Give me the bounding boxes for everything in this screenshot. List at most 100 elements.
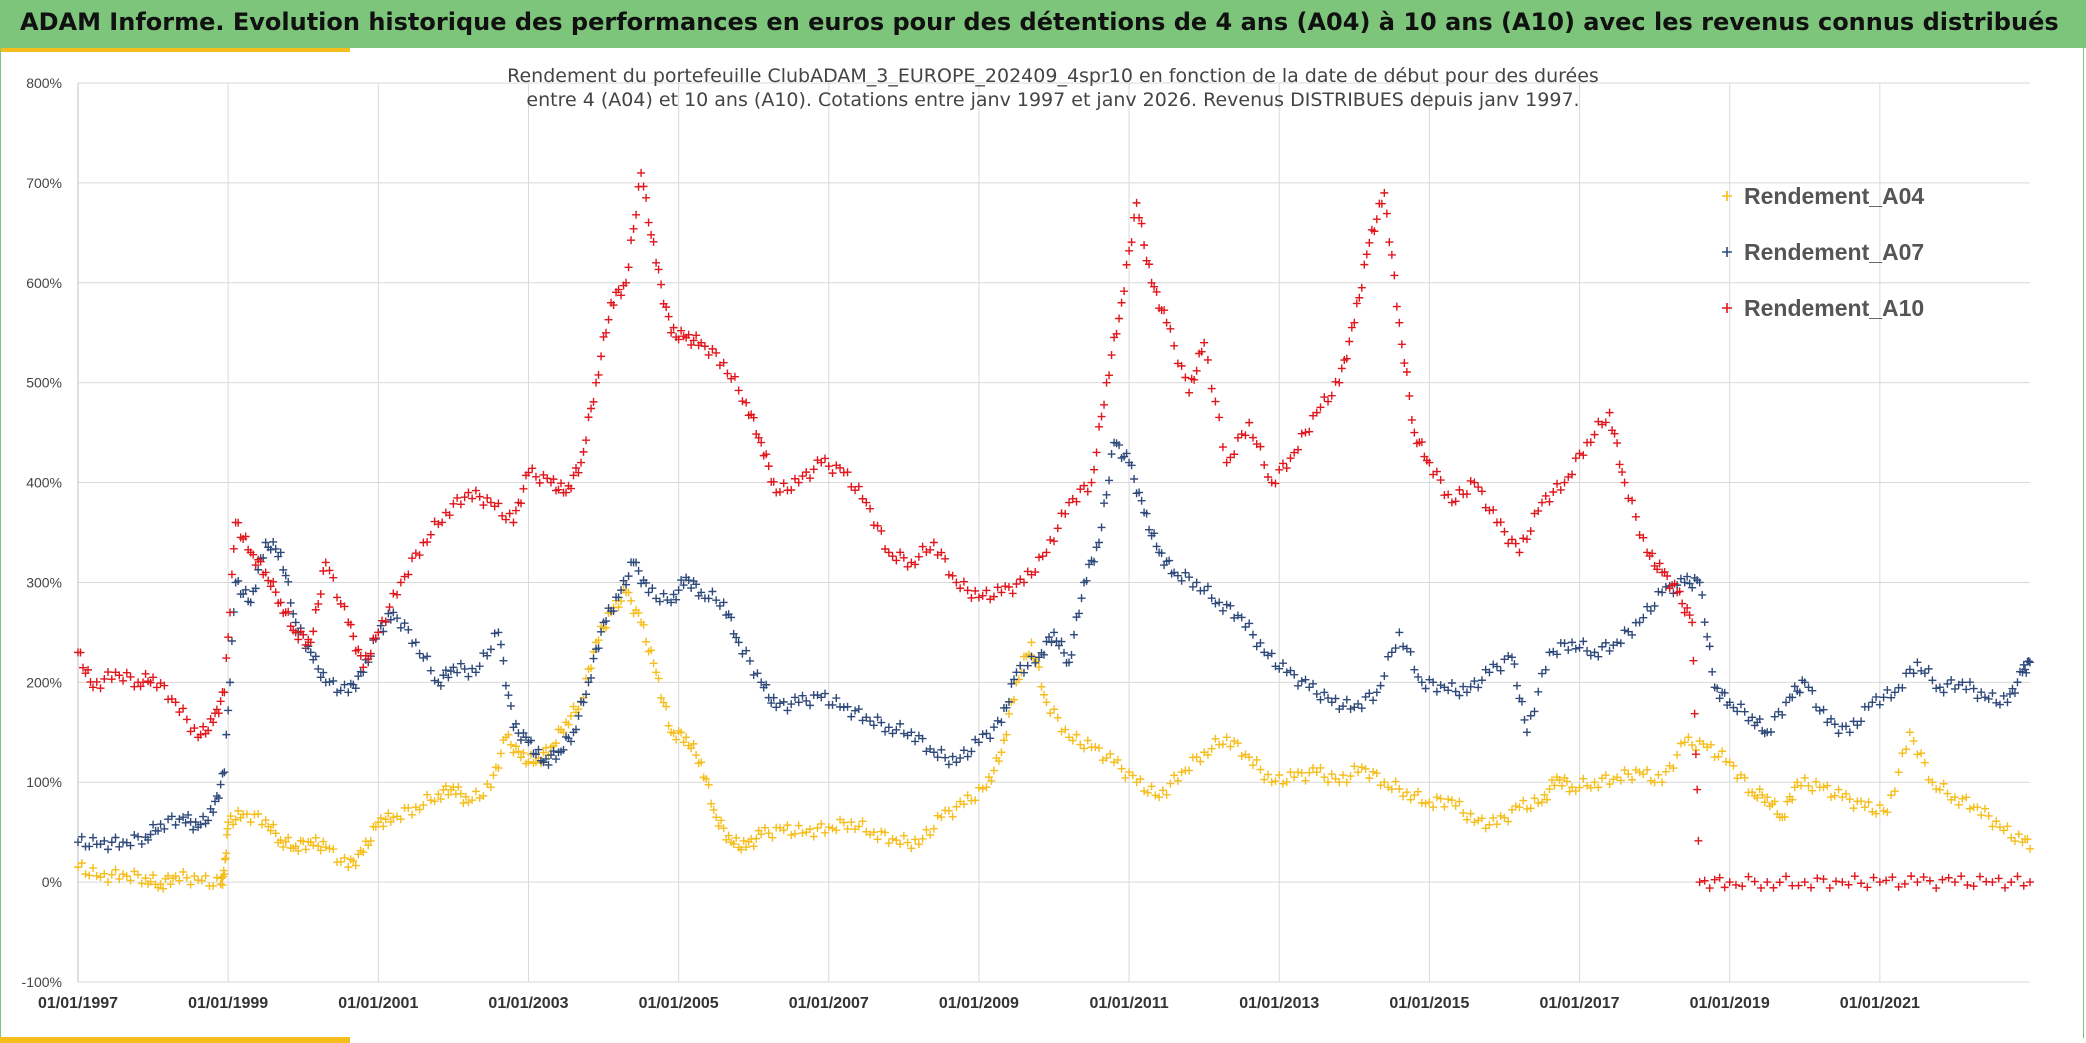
point-Rendement_A10 — [582, 436, 591, 445]
point-Rendement_A07 — [1248, 630, 1257, 639]
point-Rendement_A04 — [1992, 817, 2001, 826]
point-Rendement_A04 — [1177, 768, 1186, 777]
point-Rendement_A04 — [1950, 793, 1959, 802]
point-Rendement_A10 — [554, 485, 563, 494]
point-Rendement_A07 — [1357, 704, 1366, 713]
point-Rendement_A04 — [209, 881, 218, 890]
point-Rendement_A04 — [884, 839, 893, 848]
point-Rendement_A10 — [1215, 413, 1224, 422]
point-Rendement_A07 — [130, 831, 139, 840]
point-Rendement_A04 — [408, 810, 417, 819]
point-Rendement_A04 — [817, 819, 826, 828]
point-Rendement_A07 — [1507, 653, 1516, 662]
point-Rendement_A07 — [386, 615, 395, 624]
point-Rendement_A04 — [96, 873, 105, 882]
point-Rendement_A10 — [639, 182, 648, 191]
point-Rendement_A10 — [1894, 882, 1903, 891]
point-Rendement_A10 — [1324, 397, 1333, 406]
x-tick-label: 01/01/2015 — [1389, 995, 1469, 1012]
point-Rendement_A07 — [982, 729, 991, 738]
point-Rendement_A10 — [1061, 509, 1070, 518]
point-Rendement_A10 — [594, 370, 603, 379]
point-Rendement_A10 — [1286, 454, 1295, 463]
point-Rendement_A10 — [2026, 878, 2034, 887]
point-Rendement_A10 — [1571, 454, 1580, 463]
point-Rendement_A04 — [1842, 789, 1851, 798]
point-Rendement_A07 — [1748, 713, 1757, 722]
point-Rendement_A04 — [1320, 773, 1329, 782]
point-Rendement_A10 — [1294, 445, 1302, 454]
point-Rendement_A10 — [1278, 459, 1287, 468]
point-Rendement_A07 — [1290, 670, 1299, 679]
point-Rendement_A07 — [847, 712, 856, 721]
point-Rendement_A04 — [752, 834, 761, 843]
point-Rendement_A07 — [444, 673, 453, 682]
point-Rendement_A04 — [1158, 786, 1167, 795]
accent-bar-bottom — [0, 1037, 350, 1043]
point-Rendement_A04 — [1875, 801, 1884, 810]
y-tick-label: 300% — [26, 574, 62, 590]
point-Rendement_A04 — [1538, 798, 1546, 807]
point-Rendement_A10 — [1750, 877, 1759, 886]
point-Rendement_A04 — [1740, 773, 1749, 782]
point-Rendement_A10 — [629, 224, 638, 233]
point-Rendement_A07 — [1830, 720, 1839, 729]
point-Rendement_A10 — [1087, 478, 1096, 487]
point-Rendement_A07 — [719, 598, 728, 607]
x-tick-label: 01/01/2009 — [939, 995, 1019, 1012]
point-Rendement_A04 — [1196, 757, 1205, 766]
point-Rendement_A10 — [1248, 433, 1257, 442]
point-Rendement_A10 — [1807, 883, 1816, 892]
point-Rendement_A10 — [1470, 478, 1479, 487]
point-Rendement_A04 — [119, 870, 128, 879]
point-Rendement_A10 — [1372, 215, 1381, 224]
point-Rendement_A07 — [1980, 693, 1989, 702]
y-axis-ticks: -100% 0% 100% 200% 300% 400% 500% 600% 700% 800% — [22, 75, 62, 990]
point-Rendement_A10 — [1451, 497, 1460, 506]
point-Rendement_A10 — [649, 237, 658, 246]
point-Rendement_A07 — [494, 628, 503, 637]
point-Rendement_A04 — [1057, 727, 1066, 736]
point-Rendement_A07 — [1331, 694, 1340, 703]
point-Rendement_A10 — [708, 344, 717, 353]
point-Rendement_A04 — [166, 880, 175, 889]
point-Rendement_A04 — [1106, 749, 1115, 758]
point-Rendement_A07 — [851, 706, 860, 715]
point-Rendement_A04 — [739, 836, 748, 845]
point-Rendement_A07 — [1713, 684, 1722, 693]
point-Rendement_A10 — [309, 627, 318, 636]
point-Rendement_A04 — [918, 834, 927, 843]
point-Rendement_A10 — [1360, 260, 1369, 269]
point-Rendement_A07 — [1683, 572, 1692, 581]
point-Rendement_A10 — [734, 386, 743, 395]
point-Rendement_A07 — [1470, 677, 1479, 686]
point-Rendement_A10 — [92, 677, 101, 686]
point-Rendement_A07 — [1256, 638, 1265, 647]
point-Rendement_A04 — [1507, 805, 1516, 814]
point-Rendement_A10 — [1042, 548, 1051, 557]
point-Rendement_A07 — [572, 725, 581, 734]
point-Rendement_A04 — [1770, 797, 1779, 806]
point-Rendement_A07 — [1278, 659, 1287, 668]
point-Rendement_A10 — [149, 673, 158, 682]
point-Rendement_A07 — [1075, 609, 1084, 618]
point-Rendement_A04 — [832, 826, 841, 835]
point-Rendement_A07 — [1932, 684, 1941, 693]
point-Rendement_A04 — [717, 816, 726, 825]
point-Rendement_A07 — [1969, 684, 1978, 693]
point-Rendement_A04 — [279, 842, 288, 851]
point-Rendement_A07 — [408, 639, 417, 648]
point-Rendement_A04 — [614, 603, 623, 612]
point-Rendement_A07 — [1842, 722, 1851, 731]
point-Rendement_A10 — [286, 622, 295, 631]
point-Rendement_A10 — [817, 458, 826, 467]
point-Rendement_A04 — [471, 787, 480, 796]
point-Rendement_A04 — [359, 848, 368, 857]
point-Rendement_A04 — [569, 702, 578, 711]
point-Rendement_A04 — [1384, 783, 1393, 792]
point-Rendement_A07 — [1834, 729, 1843, 738]
point-Rendement_A04 — [1548, 776, 1557, 785]
point-Rendement_A07 — [1736, 700, 1745, 709]
point-Rendement_A07 — [769, 693, 778, 702]
point-Rendement_A07 — [1305, 683, 1314, 692]
